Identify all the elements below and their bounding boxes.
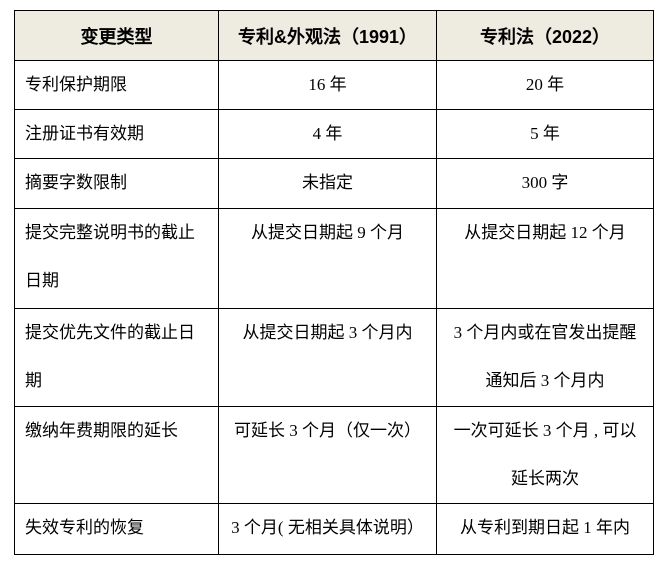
row-label-cell: 注册证书有效期 [14, 109, 219, 159]
table-row-annuity-extension: 缴纳年费期限的延长 可延长 3 个月（仅一次） 一次可延长 3 个月 , 可以 … [14, 406, 654, 504]
table-row-priority-doc-deadline: 提交优先文件的截止日 期 从提交日期起 3 个月内 3 个月内或在官发出提醒 通… [14, 308, 654, 407]
law-2022-cell: 一次可延长 3 个月 , 可以 延长两次 [436, 406, 654, 504]
row-label-cell: 失效专利的恢复 [14, 503, 219, 555]
col-header-change-type: 变更类型 [14, 10, 219, 61]
law-1991-cell: 3 个月( 无相关具体说明） [218, 503, 437, 555]
law-2022-cell: 20 年 [436, 60, 654, 110]
table-row-certificate-validity: 注册证书有效期 4 年 5 年 [14, 109, 654, 159]
law-2022-cell: 3 个月内或在官发出提醒 通知后 3 个月内 [436, 308, 654, 407]
table-row-lapsed-patent-restoration: 失效专利的恢复 3 个月( 无相关具体说明） 从专利到期日起 1 年内 [14, 503, 654, 555]
table-row-protection-term: 专利保护期限 16 年 20 年 [14, 60, 654, 110]
law-1991-cell: 未指定 [218, 158, 437, 209]
header-row: 变更类型 专利&外观法（1991） 专利法（2022） [14, 10, 654, 61]
row-label-cell: 提交优先文件的截止日 期 [14, 308, 219, 407]
law-1991-cell: 16 年 [218, 60, 437, 110]
col-header-law-2022: 专利法（2022） [436, 10, 654, 61]
law-1991-cell: 4 年 [218, 109, 437, 159]
law-1991-cell: 可延长 3 个月（仅一次） [218, 406, 437, 504]
col-header-law-1991: 专利&外观法（1991） [218, 10, 437, 61]
law-1991-cell: 从提交日期起 3 个月内 [218, 308, 437, 407]
law-2022-cell: 300 字 [436, 158, 654, 209]
row-label-cell: 缴纳年费期限的延长 [14, 406, 219, 504]
table-row-abstract-word-limit: 摘要字数限制 未指定 300 字 [14, 158, 654, 209]
row-label-cell: 摘要字数限制 [14, 158, 219, 209]
row-label-cell: 提交完整说明书的截止 日期 [14, 208, 219, 309]
law-2022-cell: 从提交日期起 12 个月 [436, 208, 654, 309]
law-2022-cell: 5 年 [436, 109, 654, 159]
law-2022-cell: 从专利到期日起 1 年内 [436, 503, 654, 555]
row-label-cell: 专利保护期限 [14, 60, 219, 110]
table-row-complete-spec-deadline: 提交完整说明书的截止 日期 从提交日期起 9 个月 从提交日期起 12 个月 [14, 208, 654, 309]
patent-law-comparison-table: 变更类型 专利&外观法（1991） 专利法（2022） 专利保护期限 16 年 … [14, 10, 654, 555]
law-1991-cell: 从提交日期起 9 个月 [218, 208, 437, 309]
